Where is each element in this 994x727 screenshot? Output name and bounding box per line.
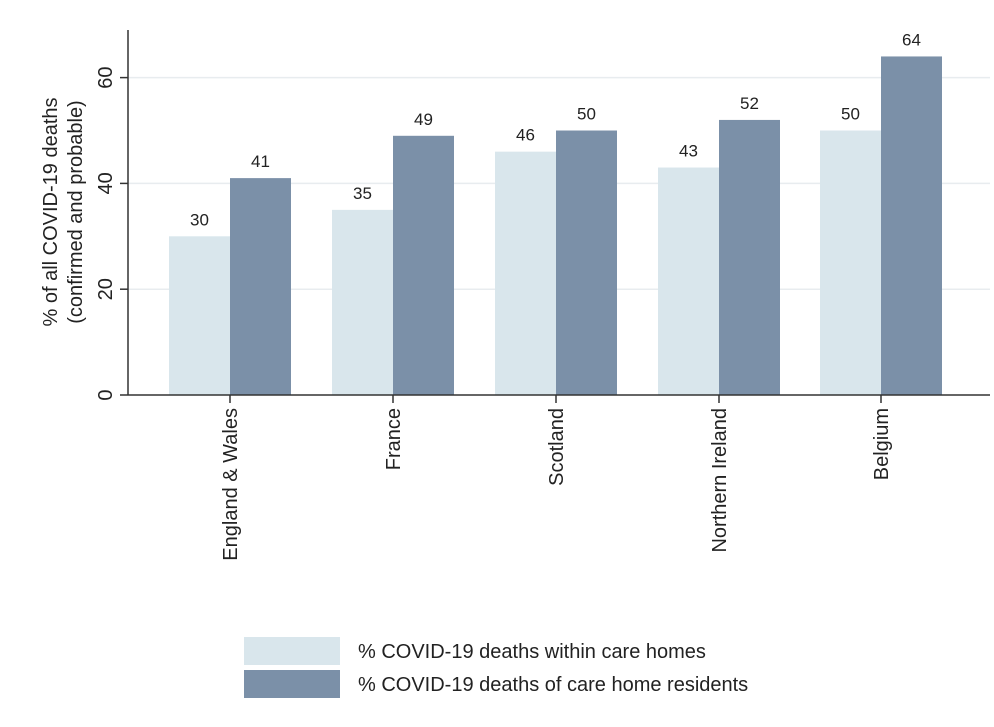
- data-label: 30: [190, 210, 209, 229]
- y-tick-label: 0: [95, 389, 117, 400]
- bar: [881, 56, 942, 395]
- data-label: 52: [740, 94, 759, 113]
- x-tick-label: Belgium: [871, 408, 893, 480]
- x-tick-label: France: [383, 408, 405, 470]
- bar: [393, 135, 454, 395]
- y-tick-label: 20: [95, 278, 117, 300]
- bar: [820, 130, 881, 395]
- bar: [230, 178, 291, 395]
- y-tick-label: 40: [95, 172, 117, 194]
- legend: % COVID-19 deaths within care homes % COV…: [244, 637, 748, 698]
- y-axis: 0 20 40 60: [95, 30, 129, 401]
- data-label: 46: [516, 126, 535, 145]
- data-label: 50: [577, 105, 596, 124]
- legend-swatch: [244, 670, 340, 698]
- y-axis-title: % of all COVID-19 deaths (confirmed and …: [40, 98, 87, 327]
- x-tick-label: England & Wales: [220, 408, 242, 561]
- bar: [719, 119, 780, 395]
- y-axis-title-line-2: (confirmed and probable): [65, 100, 87, 323]
- bar: [556, 130, 617, 395]
- data-label: 43: [679, 142, 698, 161]
- bar: [332, 209, 393, 395]
- x-tick-label: Scotland: [546, 408, 568, 486]
- data-label: 35: [353, 184, 372, 203]
- y-tick-label: 60: [95, 66, 117, 88]
- legend-label: % COVID-19 deaths of care home residents: [358, 674, 748, 696]
- y-axis-title-line-1: % of all COVID-19 deaths: [40, 98, 62, 327]
- x-axis: England & Wales France Scotland Northern Ir…: [128, 394, 990, 561]
- bar: [495, 151, 556, 395]
- bar: [169, 236, 230, 395]
- data-label: 41: [251, 152, 270, 171]
- bars: 30 41 35 49 46 50 43 52 50 64: [169, 30, 942, 395]
- legend-label: % COVID-19 deaths within care homes: [358, 641, 706, 663]
- data-label: 49: [414, 110, 433, 129]
- data-label: 64: [902, 30, 921, 49]
- bar: [658, 167, 719, 395]
- x-tick-label: Northern Ireland: [709, 408, 731, 553]
- legend-swatch: [244, 637, 340, 665]
- data-label: 50: [841, 105, 860, 124]
